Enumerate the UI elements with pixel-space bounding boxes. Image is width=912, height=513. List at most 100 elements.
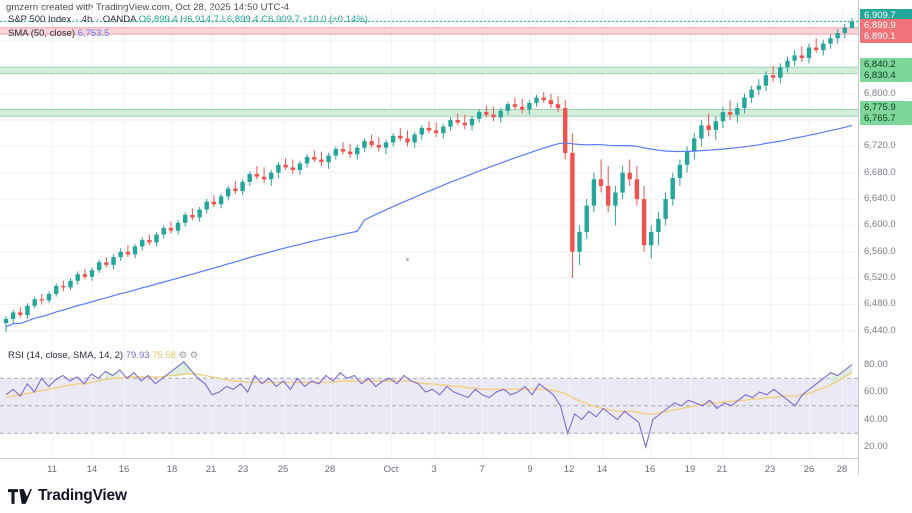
candle-body [290,167,295,170]
candle-body [577,232,582,252]
price-tick: 6,440.0 [864,324,896,336]
candle-body [849,21,855,29]
badge-line-2: 6,890.1 [864,31,896,43]
symbol-name[interactable]: S&P 500 Index [8,14,72,25]
rsi-tick: 20.00 [864,441,888,452]
rsi-grid-vertical [52,348,843,458]
candle-body [75,274,80,281]
candle-body [505,104,510,111]
candle-body [111,257,116,265]
candle-body [369,141,374,146]
support-zone-2 [0,109,858,117]
tradingview-wordmark: TradingView [38,487,127,504]
rsi-line [5,361,853,450]
candle-body [735,108,740,115]
candle-body [82,274,87,277]
time-tick: Oct [383,464,399,475]
candle-body [54,286,59,294]
candle-body [641,199,647,246]
candle-body [276,164,281,173]
time-axis[interactable]: 11 14 16 18 21 23 25 28 Oct 3 7 9 12 14 16 19 21 23 26 28 [0,458,858,480]
candle-body [175,222,181,231]
badge-line-1: 6,840.2 [864,59,896,71]
sma-legend-row[interactable]: SMA (50, close) 6,753.5 [8,28,368,41]
candle-body [383,142,389,148]
price-change-value: +10.0 (+0.14%) [302,14,368,25]
rsi-tick: 40.00 [864,413,888,425]
candle-body [405,138,410,143]
candle-body [376,145,381,148]
candle-body [326,155,331,163]
candle-body [477,112,482,119]
rsi-sma-value: 75.58 [152,350,176,361]
candle-body [598,179,604,186]
candle-body [778,67,783,78]
candle-body [670,178,675,200]
rsi-indicator-value: 79.93 [125,350,150,361]
price-badge-support-band-2[interactable]: 6,775.9 6,765.7 [860,100,912,125]
candlestick-series [3,18,855,333]
ohlc-high-label: H [180,14,188,25]
sma-indicator-title[interactable]: SMA (50, close) [8,27,76,39]
price-axis[interactable]: USD 6,920.06,800.06,720.06,680.06,640.06… [858,0,912,475]
candle-body [684,151,690,165]
candle-body [441,126,446,134]
time-tick: 28 [324,464,336,475]
candle-body [61,286,66,288]
candle-body [799,55,804,58]
candle-body [97,262,102,271]
candle-body [706,125,711,130]
rsi-settings-icon[interactable]: ⚙ [178,350,188,361]
candle-body [233,188,238,192]
candle-body [398,135,403,139]
candle-body [283,164,288,168]
candle-body [570,152,575,252]
time-tick: 14 [86,464,98,475]
rsi-indicator-title[interactable]: RSI (14, close, SMA, 14, 2) [8,350,124,361]
candle-body [183,214,188,223]
candle-body [140,239,145,247]
candle-body [649,232,654,246]
price-pane[interactable] [0,8,858,344]
price-badge-resistance-band[interactable]: 6,899.9 6,890.1 [860,19,912,44]
candle-body [333,149,338,156]
ohlc-close-value: 6,909.7 [268,14,300,25]
rsi-visibility-icon[interactable]: ⚙ [189,350,199,361]
time-tick: 16 [118,464,130,475]
badge-line-2: 6,765.7 [864,112,896,124]
candle-body [627,172,632,180]
candle-body [340,149,346,152]
ohlc-low-value: 6,899.4 [226,14,259,25]
candle-body [484,112,489,115]
chart-legend: S&P 500 Index · 4h · OANDA O6,899.4 H6,9… [8,14,368,40]
rsi-pane[interactable]: RSI (14, close, SMA, 14, 2) 79.93 75.58 … [0,348,858,458]
crosshair-marker [406,258,409,261]
symbol-legend-row[interactable]: S&P 500 Index · 4h · OANDA O6,899.4 H6,9… [8,14,368,27]
interval-label[interactable]: 4h [81,14,93,25]
candle-body [218,196,224,205]
candle-body [534,97,539,103]
candle-body [742,97,747,109]
rsi-legend[interactable]: RSI (14, close, SMA, 14, 2) 79.93 75.58 … [8,350,198,361]
exchange-label: OANDA [102,14,136,25]
candle-body [347,151,353,155]
candle-body [190,214,195,218]
sma-50-line [5,124,853,328]
price-badge-support-band-1[interactable]: 6,840.2 6,830.4 [860,58,912,83]
time-tick: 25 [277,464,289,475]
candle-body [247,174,252,182]
candle-body [763,75,769,86]
candle-body [491,114,496,118]
candle-body [792,55,797,61]
candle-body [419,127,424,135]
footer-branding[interactable]: TradingView [8,487,127,505]
candle-body [749,89,754,98]
rsi-chart-svg [0,348,858,458]
candle-body [390,135,396,143]
candle-body [527,102,532,110]
candle-body [448,120,453,127]
price-tick: 6,680.0 [864,166,896,178]
candle-body [104,262,109,265]
candle-body [785,60,790,68]
